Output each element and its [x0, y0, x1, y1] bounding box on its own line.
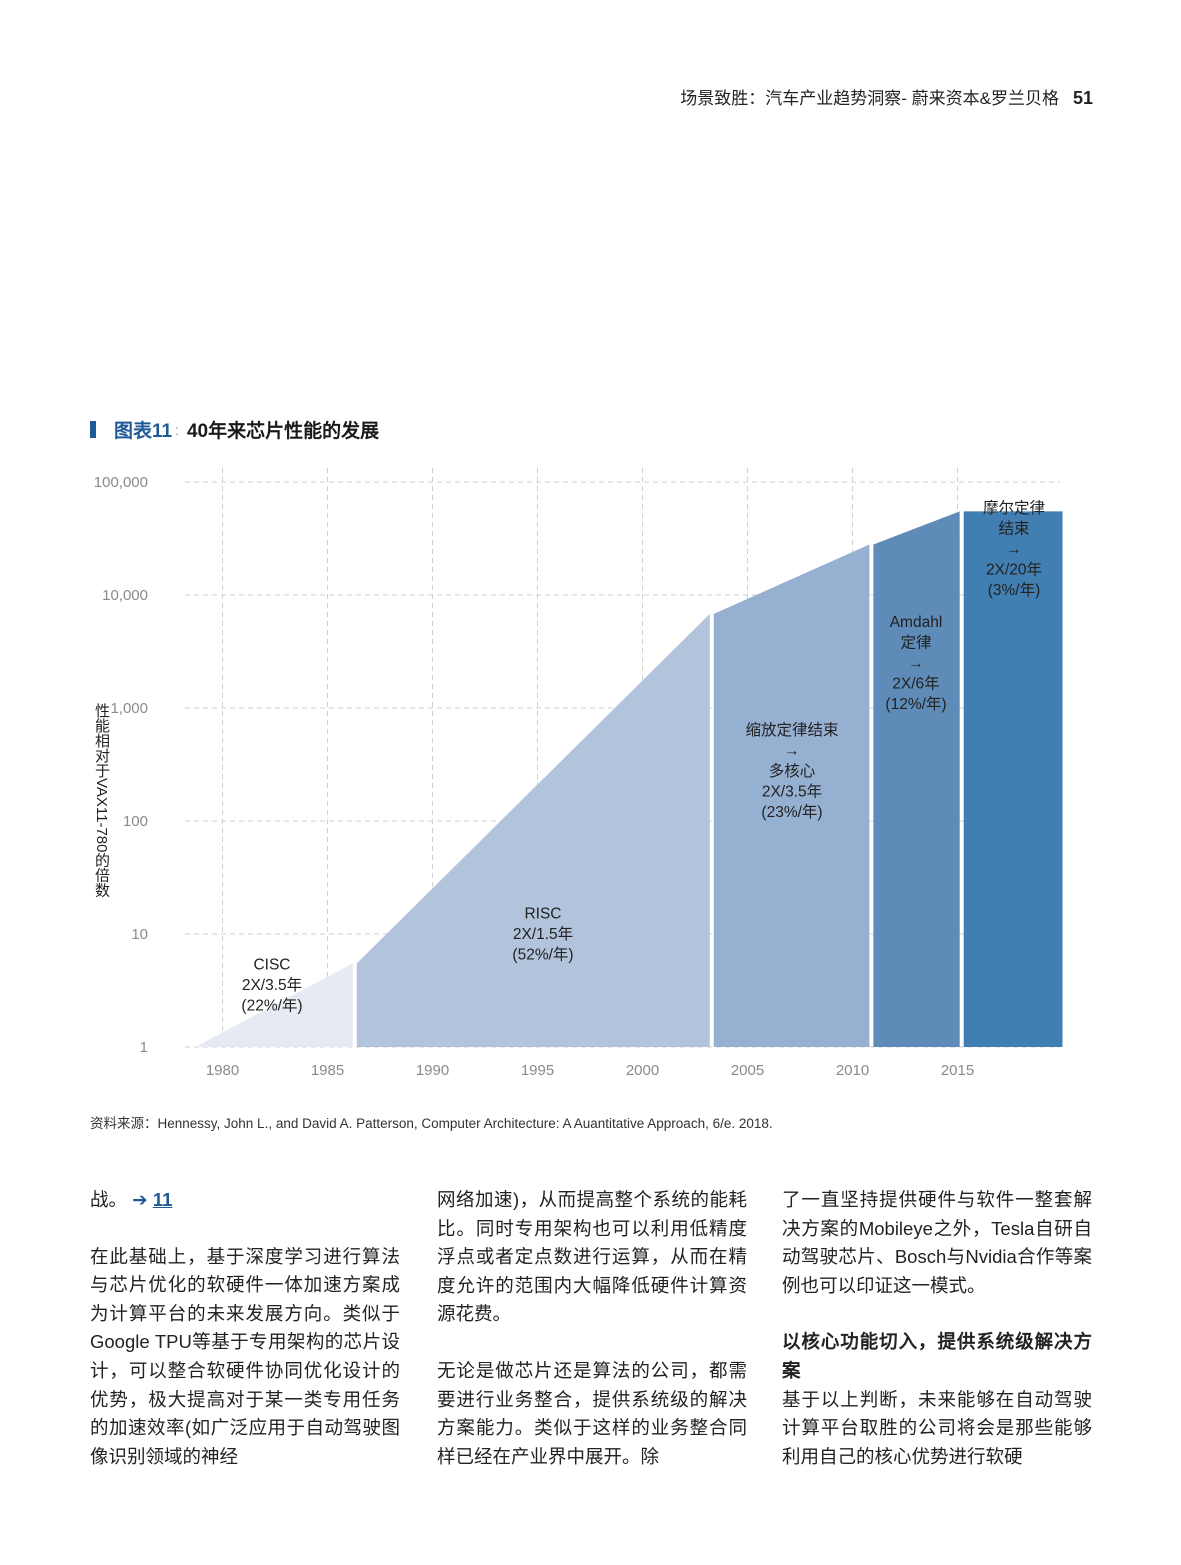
page-header: 场景致胜：汽车产业趋势洞察- 蔚来资本&罗兰贝格 51: [680, 84, 1093, 109]
y-tick-label: 10,000: [102, 587, 148, 604]
column3-heading: 以核心功能切入，提供系统级解决方案: [782, 1331, 1092, 1381]
text-column-1: 战。 ➔ 11 在此基础上，基于深度学习进行算法与芯片优化的软硬件一体加速方案成…: [90, 1186, 400, 1471]
segment-label: 多核心: [769, 762, 816, 780]
segment-label: →: [1006, 541, 1022, 558]
segment-label: 摩尔定律: [983, 499, 1045, 517]
y-tick-label: 1,000: [110, 700, 148, 717]
segment-label: 2X/6年: [892, 675, 939, 693]
column1-paragraph-1: 战。 ➔ 11: [90, 1189, 173, 1210]
x-tick-label: 2010: [836, 1062, 869, 1079]
segment-label: Amdahl: [890, 614, 943, 631]
segment-label: (52%/年): [512, 946, 573, 964]
x-tick-label: 2015: [941, 1062, 974, 1079]
segment-4: [873, 511, 960, 1048]
x-tick-label: 1990: [416, 1062, 449, 1079]
column2-paragraph-1: 网络加速)，从而提高整个系统的能耗比。同时专用架构也可以利用低精度浮点或者定点数…: [437, 1189, 747, 1325]
x-tick-label: 1985: [311, 1062, 344, 1079]
segment-label: 2X/20年: [986, 561, 1042, 579]
segment-label: (22%/年): [241, 997, 302, 1015]
reference-link[interactable]: ➔ 11: [132, 1189, 173, 1210]
segment-1: [195, 963, 353, 1047]
segment-label: (23%/年): [761, 803, 822, 821]
segment-label: RISC: [524, 906, 561, 923]
y-tick-label: 10: [131, 926, 148, 943]
column2-paragraph-2: 无论是做芯片还是算法的公司，都需要进行业务整合，提供系统级的解决方案能力。类似于…: [437, 1359, 747, 1467]
figure-title: 图表11 : 40年来芯片性能的发展: [90, 416, 379, 443]
segment-label: CISC: [253, 957, 290, 974]
column3-paragraph-2: 基于以上判断，未来能够在自动驾驶计算平台取胜的公司将会是那些能够利用自己的核心优…: [782, 1388, 1092, 1467]
segment-3: [713, 544, 870, 1047]
segment-label: 缩放定律结束: [745, 721, 838, 739]
y-tick-label: 1: [140, 1039, 148, 1056]
page-number: 51: [1072, 88, 1093, 108]
x-tick-label: 1995: [521, 1062, 554, 1079]
segment-label: (3%/年): [988, 581, 1041, 599]
segment-2: [356, 613, 710, 1047]
source-note: 资料来源：Hennessy, John L., and David A. Pat…: [90, 1116, 773, 1131]
segment-label: 2X/1.5年: [513, 925, 573, 943]
segment-5: [963, 511, 1063, 1048]
figure-number: 图表11: [114, 421, 173, 442]
segment-label: 2X/3.5年: [762, 783, 822, 801]
segment-label: 定律: [900, 634, 931, 652]
text-column-3: 了一直坚持提供硬件与软件一整套解决方案的Mobileye之外，Tesla自研自动…: [782, 1186, 1092, 1471]
text-column-2: 网络加速)，从而提高整个系统的能耗比。同时专用架构也可以利用低精度浮点或者定点数…: [437, 1186, 747, 1471]
title-accent-bar: [90, 421, 96, 438]
figure-separator: :: [175, 421, 179, 438]
column3-paragraph-1: 了一直坚持提供硬件与软件一整套解决方案的Mobileye之外，Tesla自研自动…: [782, 1189, 1092, 1296]
segment-label: →: [908, 655, 924, 672]
y-tick-label: 100,000: [94, 474, 148, 491]
x-tick-label: 2005: [731, 1062, 764, 1079]
header-title: 场景致胜：汽车产业趋势洞察- 蔚来资本&罗兰贝格: [680, 89, 1059, 108]
figure-title-text: 40年来芯片性能的发展: [186, 421, 380, 442]
x-tick-label: 2000: [626, 1062, 659, 1079]
y-axis-label: 性能相对于VAX11-780的倍数: [93, 702, 110, 898]
segment-label: 结束: [998, 520, 1029, 538]
segment-label: →: [784, 743, 800, 760]
y-tick-label: 100: [123, 813, 148, 830]
x-tick-label: 1980: [206, 1062, 239, 1079]
arrow-right-icon: ➔: [132, 1189, 148, 1210]
segment-label: 2X/3.5年: [242, 976, 302, 994]
column1-paragraph-2: 在此基础上，基于深度学习进行算法与芯片优化的软硬件一体加速方案成为计算平台的未来…: [90, 1245, 400, 1467]
segment-label: (12%/年): [885, 695, 946, 713]
performance-chart: 1 10 100 1,000 10,000 100,000 1980 1985 1990 1995…: [94, 468, 1063, 1079]
